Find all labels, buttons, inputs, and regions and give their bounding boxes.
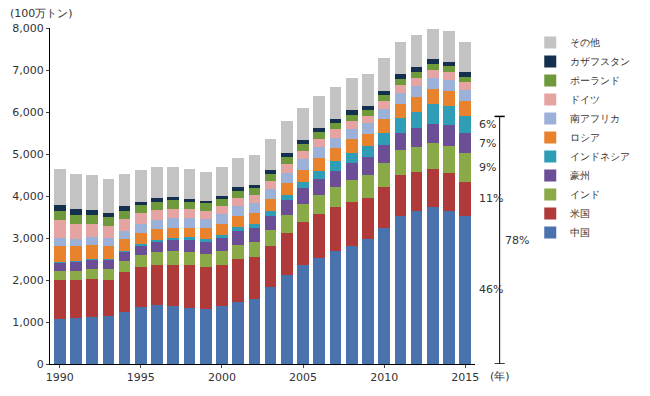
svg-text:ポーランド: ポーランド [570,75,620,86]
svg-text:2015: 2015 [451,371,479,384]
svg-text:8,000: 8,000 [12,22,44,35]
svg-text:7,000: 7,000 [12,64,44,77]
svg-text:1995: 1995 [127,371,155,384]
svg-text:ロシア: ロシア [570,132,600,143]
svg-text:7%: 7% [479,137,496,150]
svg-text:2000: 2000 [208,371,236,384]
svg-text:5,000: 5,000 [12,148,44,161]
svg-text:2010: 2010 [370,371,398,384]
svg-text:中国: 中国 [570,227,590,238]
svg-text:78%: 78% [505,234,529,247]
svg-text:インドネシア: インドネシア [570,151,630,162]
svg-text:9%: 9% [479,161,496,174]
svg-text:11%: 11% [479,192,503,205]
svg-text:南アフリカ: 南アフリカ [570,113,620,124]
svg-text:6%: 6% [479,118,496,131]
svg-text:2,000: 2,000 [12,274,44,287]
svg-text:ドイツ: ドイツ [570,94,600,105]
svg-text:1,000: 1,000 [12,316,44,329]
svg-text:4,000: 4,000 [12,190,44,203]
svg-text:豪州: 豪州 [570,170,590,181]
svg-text:(100万トン): (100万トン) [10,7,73,20]
svg-text:6,000: 6,000 [12,106,44,119]
svg-text:インド: インド [570,189,600,200]
svg-text:その他: その他 [570,37,600,48]
svg-text:1990: 1990 [46,371,74,384]
svg-text:3,000: 3,000 [12,232,44,245]
svg-text:46%: 46% [479,283,503,296]
svg-text:米国: 米国 [570,208,590,219]
svg-text:(年): (年) [490,370,510,383]
svg-text:カザフスタン: カザフスタン [570,56,630,67]
svg-text:0: 0 [37,358,44,371]
svg-text:2005: 2005 [289,371,317,384]
